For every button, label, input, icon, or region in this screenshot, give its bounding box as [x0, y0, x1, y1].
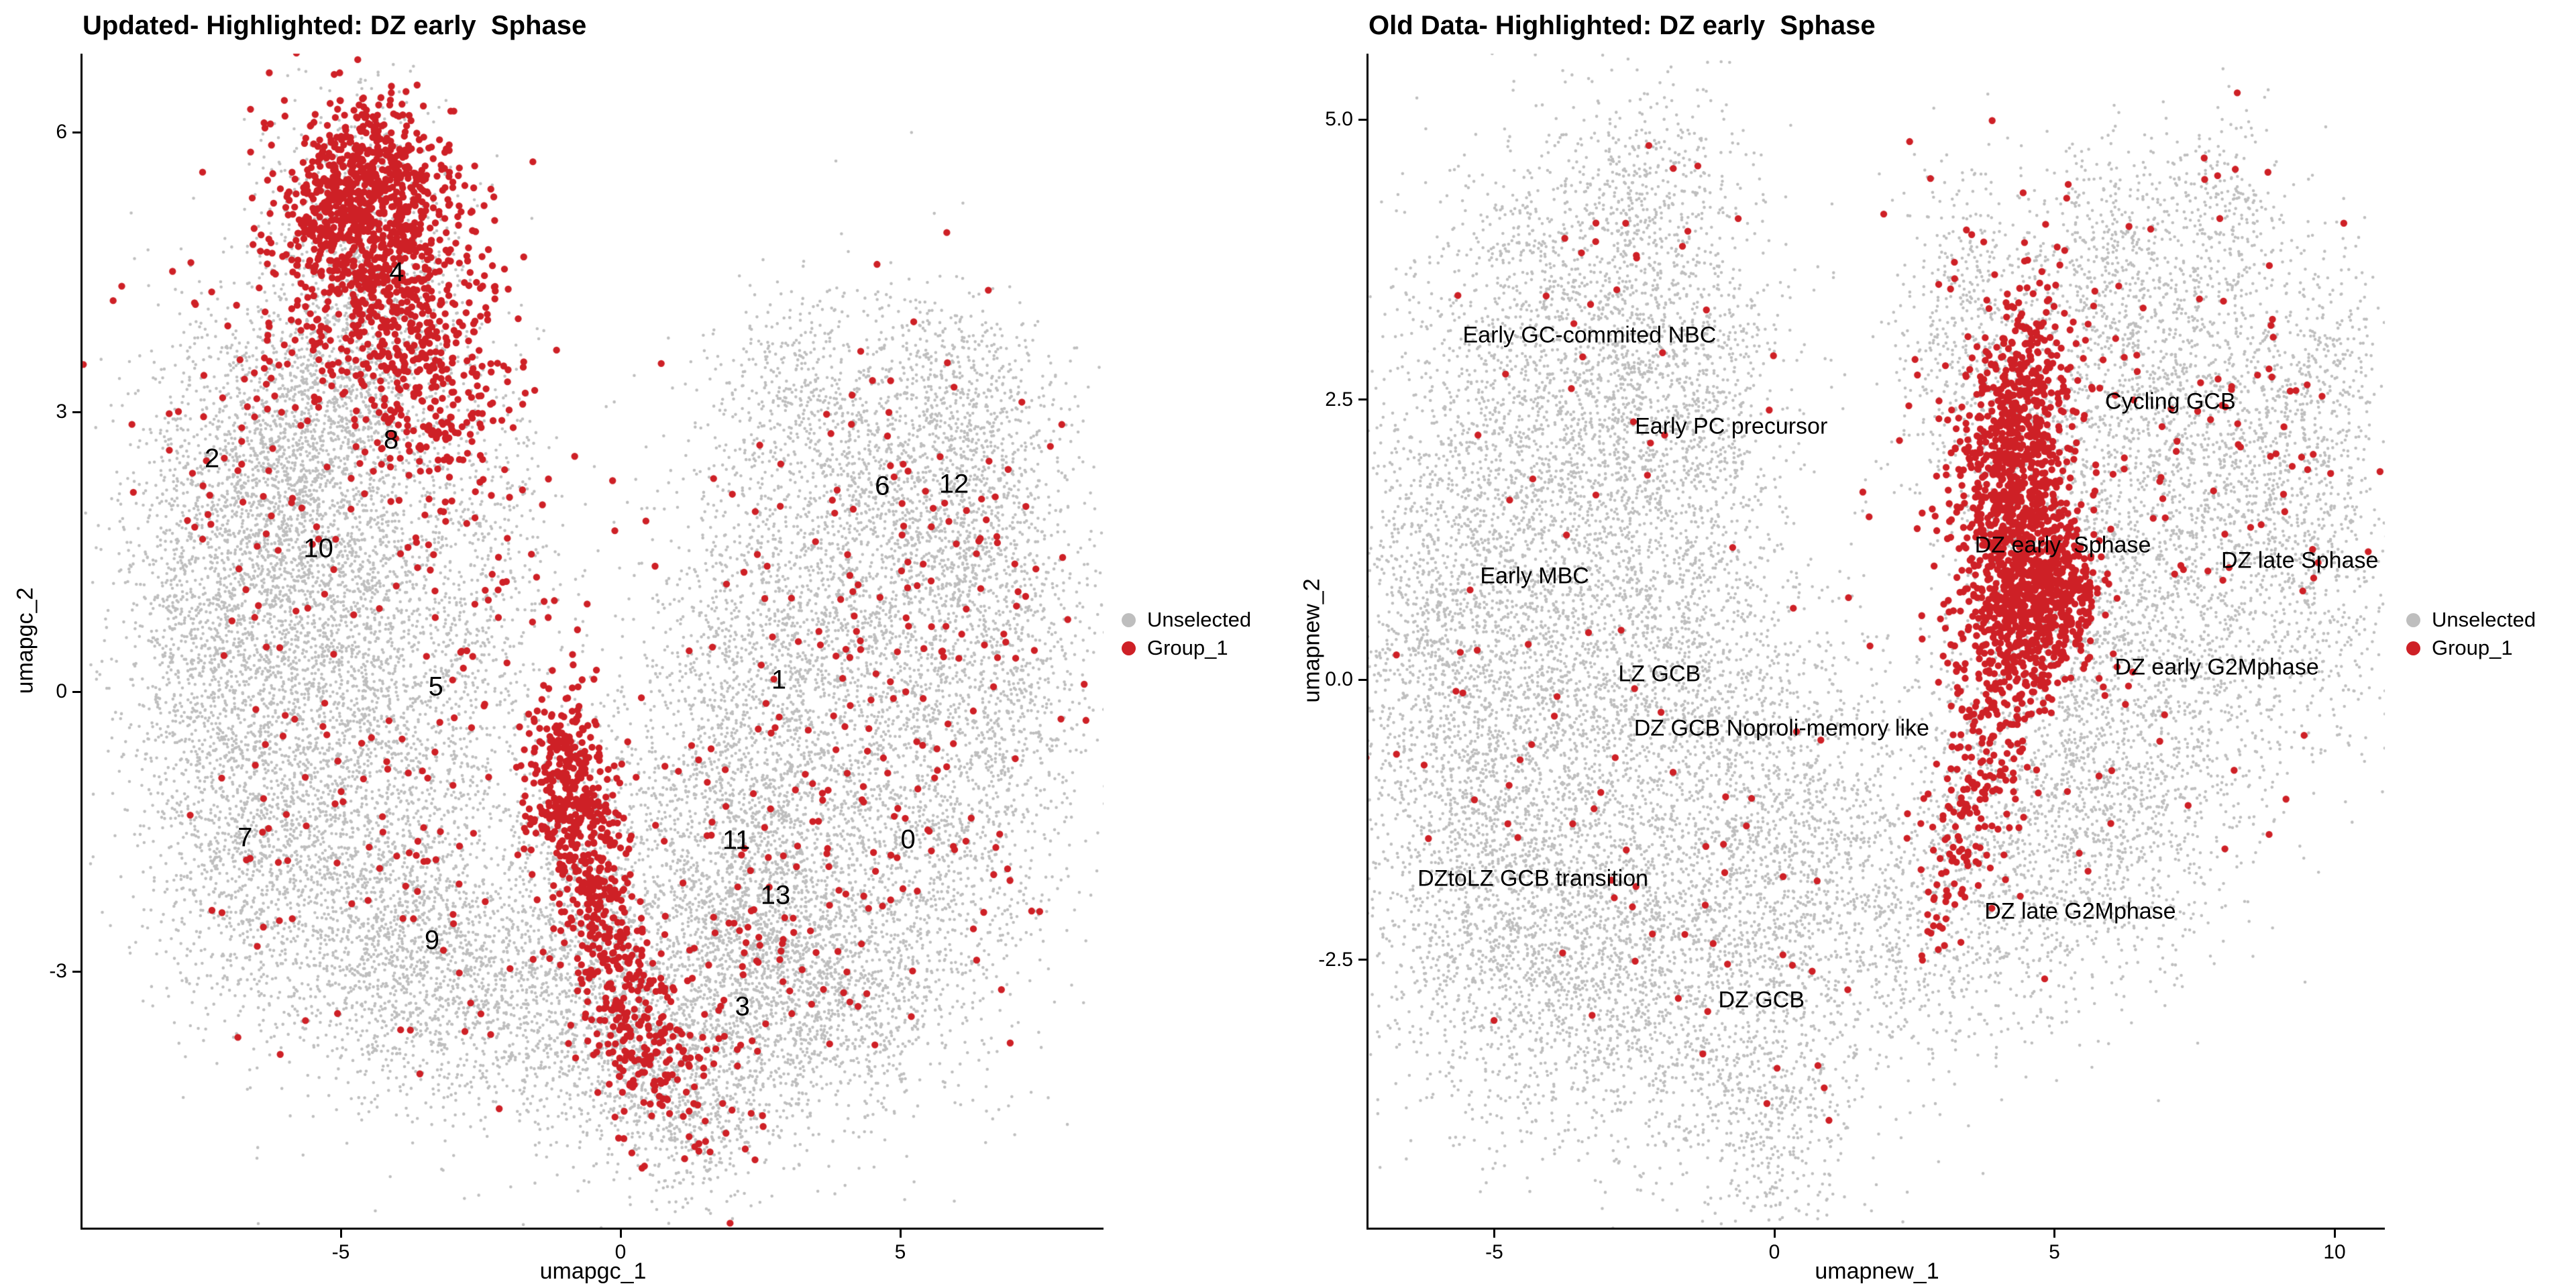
y-axis-tick [72, 970, 80, 973]
y-tick-label: 3 [56, 400, 67, 423]
y-axis-line [80, 54, 83, 1230]
left-y-axis-label: umapgc_2 [12, 587, 38, 694]
cluster-label: 10 [303, 533, 333, 564]
y-tick-label: 6 [56, 121, 67, 143]
annotation-label: LZ GCB [1618, 661, 1701, 687]
y-tick-label: 5.0 [1325, 108, 1353, 130]
cluster-label: 4 [389, 257, 405, 286]
group1-swatch-icon [1122, 641, 1136, 655]
cluster-label: 1 [771, 665, 787, 695]
cluster-label: 2 [205, 443, 220, 473]
legend-label: Group_1 [2432, 636, 2513, 659]
cluster-label: 3 [735, 991, 750, 1022]
y-tick-label: -3 [49, 960, 67, 982]
cluster-label: 12 [938, 469, 969, 499]
annotation-label: Early MBC [1480, 563, 1589, 589]
x-tick-label: -5 [331, 1241, 350, 1263]
legend-label: Group_1 [1147, 636, 1228, 659]
x-axis-tick [2053, 1230, 2055, 1238]
cluster-label: 8 [383, 425, 399, 455]
left-x-axis-label: umapgc_1 [539, 1258, 647, 1284]
x-tick-label: 5 [2049, 1241, 2060, 1263]
left-legend: Unselected Group_1 [1122, 606, 1251, 662]
x-axis-tick [2333, 1230, 2336, 1238]
annotation-label: DZ GCB Noproli-memory like [1633, 715, 1929, 741]
y-axis-tick [72, 131, 80, 133]
annotation-label: DZ early G2Mphase [2114, 654, 2319, 680]
annotation-label: DZ late Sphase [2221, 547, 2379, 574]
cluster-label: 5 [428, 672, 443, 702]
cluster-label: 0 [900, 824, 916, 855]
right-plot-title: Old Data- Highlighted: DZ early Sphase [1368, 11, 1876, 40]
right-legend: Unselected Group_1 [2406, 606, 2536, 662]
x-tick-label: 0 [1768, 1241, 1780, 1263]
legend-item-unselected: Unselected [1122, 606, 1251, 634]
y-axis-tick [1358, 398, 1366, 400]
y-axis-tick [1358, 959, 1366, 961]
x-tick-label: 0 [614, 1241, 627, 1263]
cluster-label: 13 [760, 880, 791, 910]
cluster-label: 11 [722, 825, 751, 855]
x-axis-tick [1773, 1230, 1776, 1238]
y-tick-label: 0.0 [1325, 668, 1353, 690]
x-axis-tick [339, 1230, 342, 1238]
legend-label: Unselected [1147, 608, 1252, 631]
y-tick-label: 2.5 [1325, 388, 1353, 411]
x-axis-line [1366, 1228, 2385, 1230]
legend-item-group1: Group_1 [1122, 634, 1251, 662]
annotation-label: DZ late G2Mphase [1984, 898, 2176, 924]
right-y-axis-label: umapnew_2 [1299, 578, 1325, 703]
annotation-label: DZ GCB [1718, 987, 1805, 1013]
unselected-swatch-icon [1122, 612, 1136, 627]
y-axis-tick [72, 690, 80, 693]
annotation-label: Early PC precursor [1635, 413, 1828, 439]
y-tick-label: 0 [56, 680, 67, 702]
annotation-label: Cycling GCB [2105, 388, 2236, 415]
legend-item-unselected: Unselected [2406, 606, 2536, 634]
left-plot-title: Updated- Highlighted: DZ early Sphase [83, 11, 587, 40]
annotation-label: DZ early Sphase [1974, 532, 2151, 558]
x-axis-line [80, 1228, 1104, 1230]
y-axis-tick [1358, 118, 1366, 121]
legend-label: Unselected [2432, 608, 2536, 631]
annotation-label: Early GC-commited NBC [1462, 322, 1717, 348]
cluster-label: 7 [237, 822, 253, 853]
y-tick-label: -2.5 [1318, 948, 1353, 971]
cluster-label: 9 [424, 925, 440, 955]
right-x-axis-label: umapnew_1 [1815, 1258, 1939, 1284]
x-tick-label: 5 [894, 1241, 906, 1263]
y-axis-tick [1358, 678, 1366, 681]
unselected-swatch-icon [2406, 612, 2420, 627]
cluster-label: 6 [875, 471, 890, 501]
y-axis-line [1366, 54, 1368, 1230]
x-axis-tick [1493, 1230, 1495, 1238]
y-axis-tick [72, 411, 80, 413]
x-axis-tick [899, 1230, 902, 1238]
annotation-label: DZtoLZ GCB transition [1417, 865, 1649, 892]
x-tick-label: -5 [1485, 1241, 1503, 1263]
x-tick-label: 10 [2323, 1241, 2346, 1263]
legend-item-group1: Group_1 [2406, 634, 2536, 662]
group1-swatch-icon [2406, 641, 2420, 655]
x-axis-tick [619, 1230, 622, 1238]
